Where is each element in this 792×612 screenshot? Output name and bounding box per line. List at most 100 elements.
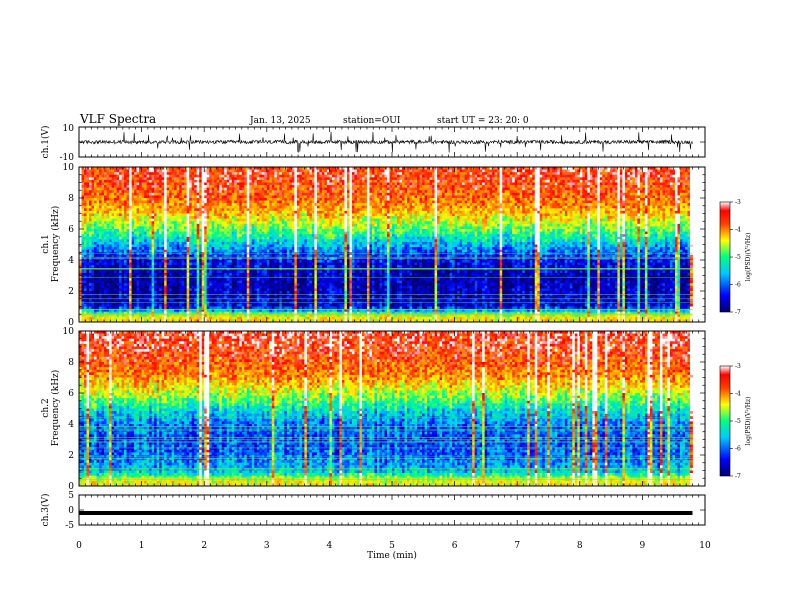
spectrogram-cell xyxy=(192,198,195,201)
spectrogram-cell xyxy=(590,216,593,219)
spectrogram-cell xyxy=(647,203,650,206)
spectrogram-cell xyxy=(467,206,470,209)
spectrogram-cell xyxy=(279,216,282,219)
spectrogram-cell xyxy=(157,208,160,211)
spectrogram-cell xyxy=(690,201,693,204)
spectrogram-cell xyxy=(552,190,555,193)
spectrogram-cell xyxy=(302,180,305,183)
spectrogram-cell xyxy=(495,193,498,196)
spectrogram-cell xyxy=(347,216,350,219)
spectrogram-cell xyxy=(632,211,635,214)
spectrogram-cell xyxy=(184,211,187,214)
spectrogram-cell xyxy=(292,193,295,196)
spectrogram-cell xyxy=(607,185,610,188)
spectrogram-cell xyxy=(227,214,230,217)
spectrogram-cell xyxy=(657,177,660,180)
spectrogram-cell xyxy=(412,195,415,198)
spectrogram-cell xyxy=(675,193,678,196)
spectrogram-cell xyxy=(179,203,182,206)
spectrogram-cell xyxy=(192,216,195,219)
spectrogram-cell xyxy=(269,183,272,186)
spectrogram-cell xyxy=(387,198,390,201)
spectrogram-cell xyxy=(174,170,177,173)
spectrogram-cell xyxy=(219,198,222,201)
spectrogram-cell xyxy=(302,183,305,186)
spectrogram-cell xyxy=(92,170,95,173)
spectrogram-cell xyxy=(329,170,332,173)
spectrogram-cell xyxy=(605,216,608,219)
spectrogram-cell xyxy=(522,206,525,209)
spectrogram-cell xyxy=(277,183,280,186)
spectrogram-cell xyxy=(575,195,578,198)
spectrogram-cell xyxy=(455,211,458,214)
spectrogram-cell xyxy=(252,172,255,175)
spectrogram-cell xyxy=(667,201,670,204)
spectrogram-cell xyxy=(347,188,350,191)
spectrogram-cell xyxy=(214,193,217,196)
spectrogram-cell xyxy=(289,170,292,173)
spectrogram-cell xyxy=(615,183,618,186)
spectrogram-cell xyxy=(582,206,585,209)
spectrogram-cell xyxy=(520,214,523,217)
spectrogram-cell xyxy=(154,195,157,198)
spectrogram-cell xyxy=(382,211,385,214)
spectrogram-cell xyxy=(622,190,625,193)
spectrogram-cell xyxy=(129,195,132,198)
spectrogram-cell xyxy=(267,180,270,183)
spectrogram-cell xyxy=(254,201,257,204)
spectrogram-cell xyxy=(502,190,505,193)
spectrogram-cell xyxy=(472,216,475,219)
spectrogram-cell xyxy=(672,185,675,188)
spectrogram-cell xyxy=(172,206,175,209)
spectrogram-cell xyxy=(445,190,448,193)
spectrogram-cell xyxy=(475,214,478,217)
spectrogram-cell xyxy=(497,185,500,188)
spectrogram-cell xyxy=(447,175,450,178)
spectrogram-cell xyxy=(117,206,120,209)
spectrogram-cell xyxy=(477,211,480,214)
spectrogram-cell xyxy=(490,208,493,211)
spectrogram-cell xyxy=(322,198,325,201)
spectrogram-cell xyxy=(289,188,292,191)
spectrogram-cell xyxy=(480,175,483,178)
spectrogram-cell xyxy=(690,170,693,173)
spectrogram-cell xyxy=(685,193,688,196)
spectrogram-cell xyxy=(279,208,282,211)
spectrogram-cell xyxy=(400,216,403,219)
spectrogram-cell xyxy=(557,193,560,196)
spectrogram-cell xyxy=(284,211,287,214)
spectrogram-cell xyxy=(87,216,90,219)
spectrogram-cell xyxy=(177,203,180,206)
spectrogram-cell xyxy=(322,203,325,206)
spectrogram-cell xyxy=(267,170,270,173)
spectrogram-cell xyxy=(242,180,245,183)
spectrogram-cell xyxy=(487,211,490,214)
spectrogram-cell xyxy=(139,208,142,211)
spectrogram-cell xyxy=(670,193,673,196)
spectrogram-cell xyxy=(204,190,207,193)
spectrogram-cell xyxy=(347,180,350,183)
spectrogram-cell xyxy=(607,206,610,209)
spectrogram-cell xyxy=(359,206,362,209)
spectrogram-cell xyxy=(254,185,257,188)
spectrogram-cell xyxy=(154,172,157,175)
spectrogram-cell xyxy=(685,208,688,211)
spectrogram-cell xyxy=(257,203,260,206)
spectrogram-cell xyxy=(525,195,528,198)
spectrogram-cell xyxy=(184,180,187,183)
spectrogram-cell xyxy=(147,190,150,193)
spectrogram-cell xyxy=(349,214,352,217)
spectrogram-cell xyxy=(272,188,275,191)
spectrogram-cell xyxy=(274,172,277,175)
spectrogram-cell xyxy=(665,195,668,198)
spectrogram-cell xyxy=(122,195,125,198)
spectrogram-cell xyxy=(420,172,423,175)
spectrogram-cell xyxy=(570,211,573,214)
spectrogram-cell xyxy=(334,193,337,196)
spectrogram-cell xyxy=(322,188,325,191)
figure-title: VLF Spectra xyxy=(79,112,156,126)
spectrogram-cell xyxy=(622,211,625,214)
spectrogram-cell xyxy=(457,203,460,206)
spectrogram-cell xyxy=(204,203,207,206)
spectrogram-cell xyxy=(680,216,683,219)
